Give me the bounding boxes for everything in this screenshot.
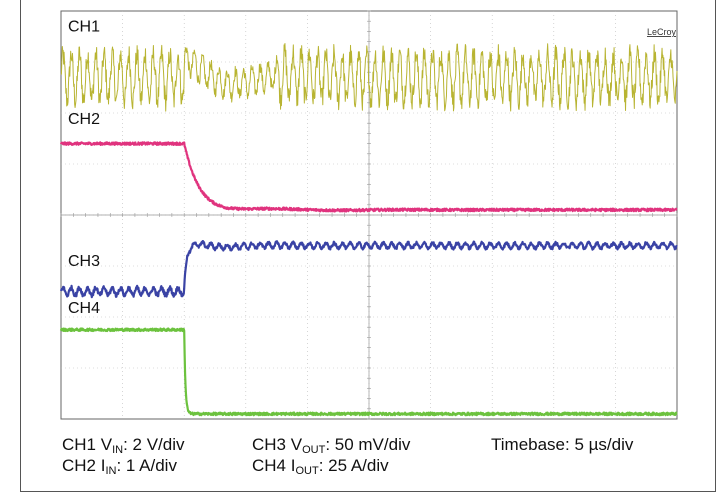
caption-ch3: CH3 VOUT: 50 mV/div (252, 435, 411, 456)
channel-labels: CH1 CH2 CH3 CH4 (68, 18, 100, 317)
oscilloscope-plot: CH1 CH2 CH3 CH4 LeCroy (59, 10, 678, 420)
caption-ch1: CH1 VIN: 2 V/div (62, 435, 185, 456)
label-ch2: CH2 (68, 111, 100, 128)
traces (59, 43, 678, 417)
label-ch3: CH3 (68, 253, 100, 270)
caption-timebase: Timebase: 5 µs/div (491, 435, 634, 454)
figure-frame (20, 0, 716, 492)
caption-ch2: CH2 IIN: 1 A/div (62, 456, 177, 477)
trace-ch3 (59, 240, 678, 299)
caption-ch4: CH4 IOUT: 25 A/div (252, 456, 389, 477)
label-ch4: CH4 (68, 300, 100, 317)
label-ch1: CH1 (68, 18, 100, 35)
trace-ch4 (59, 327, 678, 417)
trace-ch2 (59, 141, 678, 213)
brand-label: LeCroy (647, 27, 677, 37)
trace-ch1 (60, 43, 678, 112)
graticule (60, 10, 678, 420)
